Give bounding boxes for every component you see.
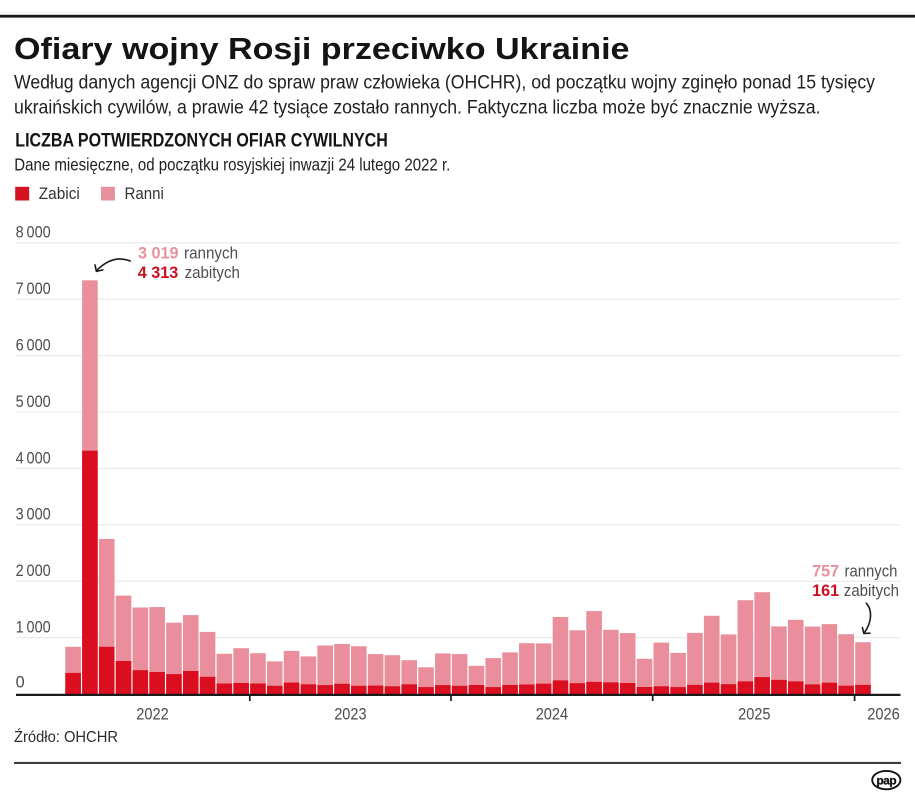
svg-text:pap: pap: [876, 773, 896, 787]
svg-text:7 000: 7 000: [16, 280, 51, 298]
svg-text:Ranni: Ranni: [125, 185, 164, 203]
svg-text:5 000: 5 000: [16, 393, 51, 411]
svg-text:2025: 2025: [738, 704, 770, 723]
svg-text:6 000: 6 000: [16, 337, 51, 355]
svg-text:0: 0: [16, 673, 25, 691]
svg-text:1 000: 1 000: [16, 619, 51, 637]
svg-text:Zabici: Zabici: [39, 185, 80, 203]
svg-text:Dane miesięczne, od początku r: Dane miesięczne, od początku rosyjskiej …: [14, 154, 450, 174]
svg-text:2022: 2022: [136, 704, 168, 723]
svg-text:2026: 2026: [867, 704, 899, 723]
svg-text:8 000: 8 000: [16, 224, 51, 242]
svg-text:Źródło: OHCHR: Źródło: OHCHR: [14, 729, 118, 746]
svg-text:ukraińskich cywilów, a prawie: ukraińskich cywilów, a prawie 42 tysiące…: [14, 97, 821, 118]
svg-text:2 000: 2 000: [16, 562, 51, 580]
svg-text:3 000: 3 000: [16, 506, 51, 524]
svg-text:2023: 2023: [334, 704, 366, 723]
svg-text:Ofiary wojny Rosji przeciwko U: Ofiary wojny Rosji przeciwko Ukrainie: [14, 31, 630, 66]
svg-text:LICZBA POTWIERDZONYCH OFIAR CY: LICZBA POTWIERDZONYCH OFIAR CYWILNYCH: [15, 130, 388, 152]
svg-text:2024: 2024: [536, 704, 568, 723]
svg-text:4 000: 4 000: [16, 449, 51, 467]
svg-text:Według danych agencji ONZ do s: Według danych agencji ONZ do spraw praw …: [14, 72, 875, 93]
